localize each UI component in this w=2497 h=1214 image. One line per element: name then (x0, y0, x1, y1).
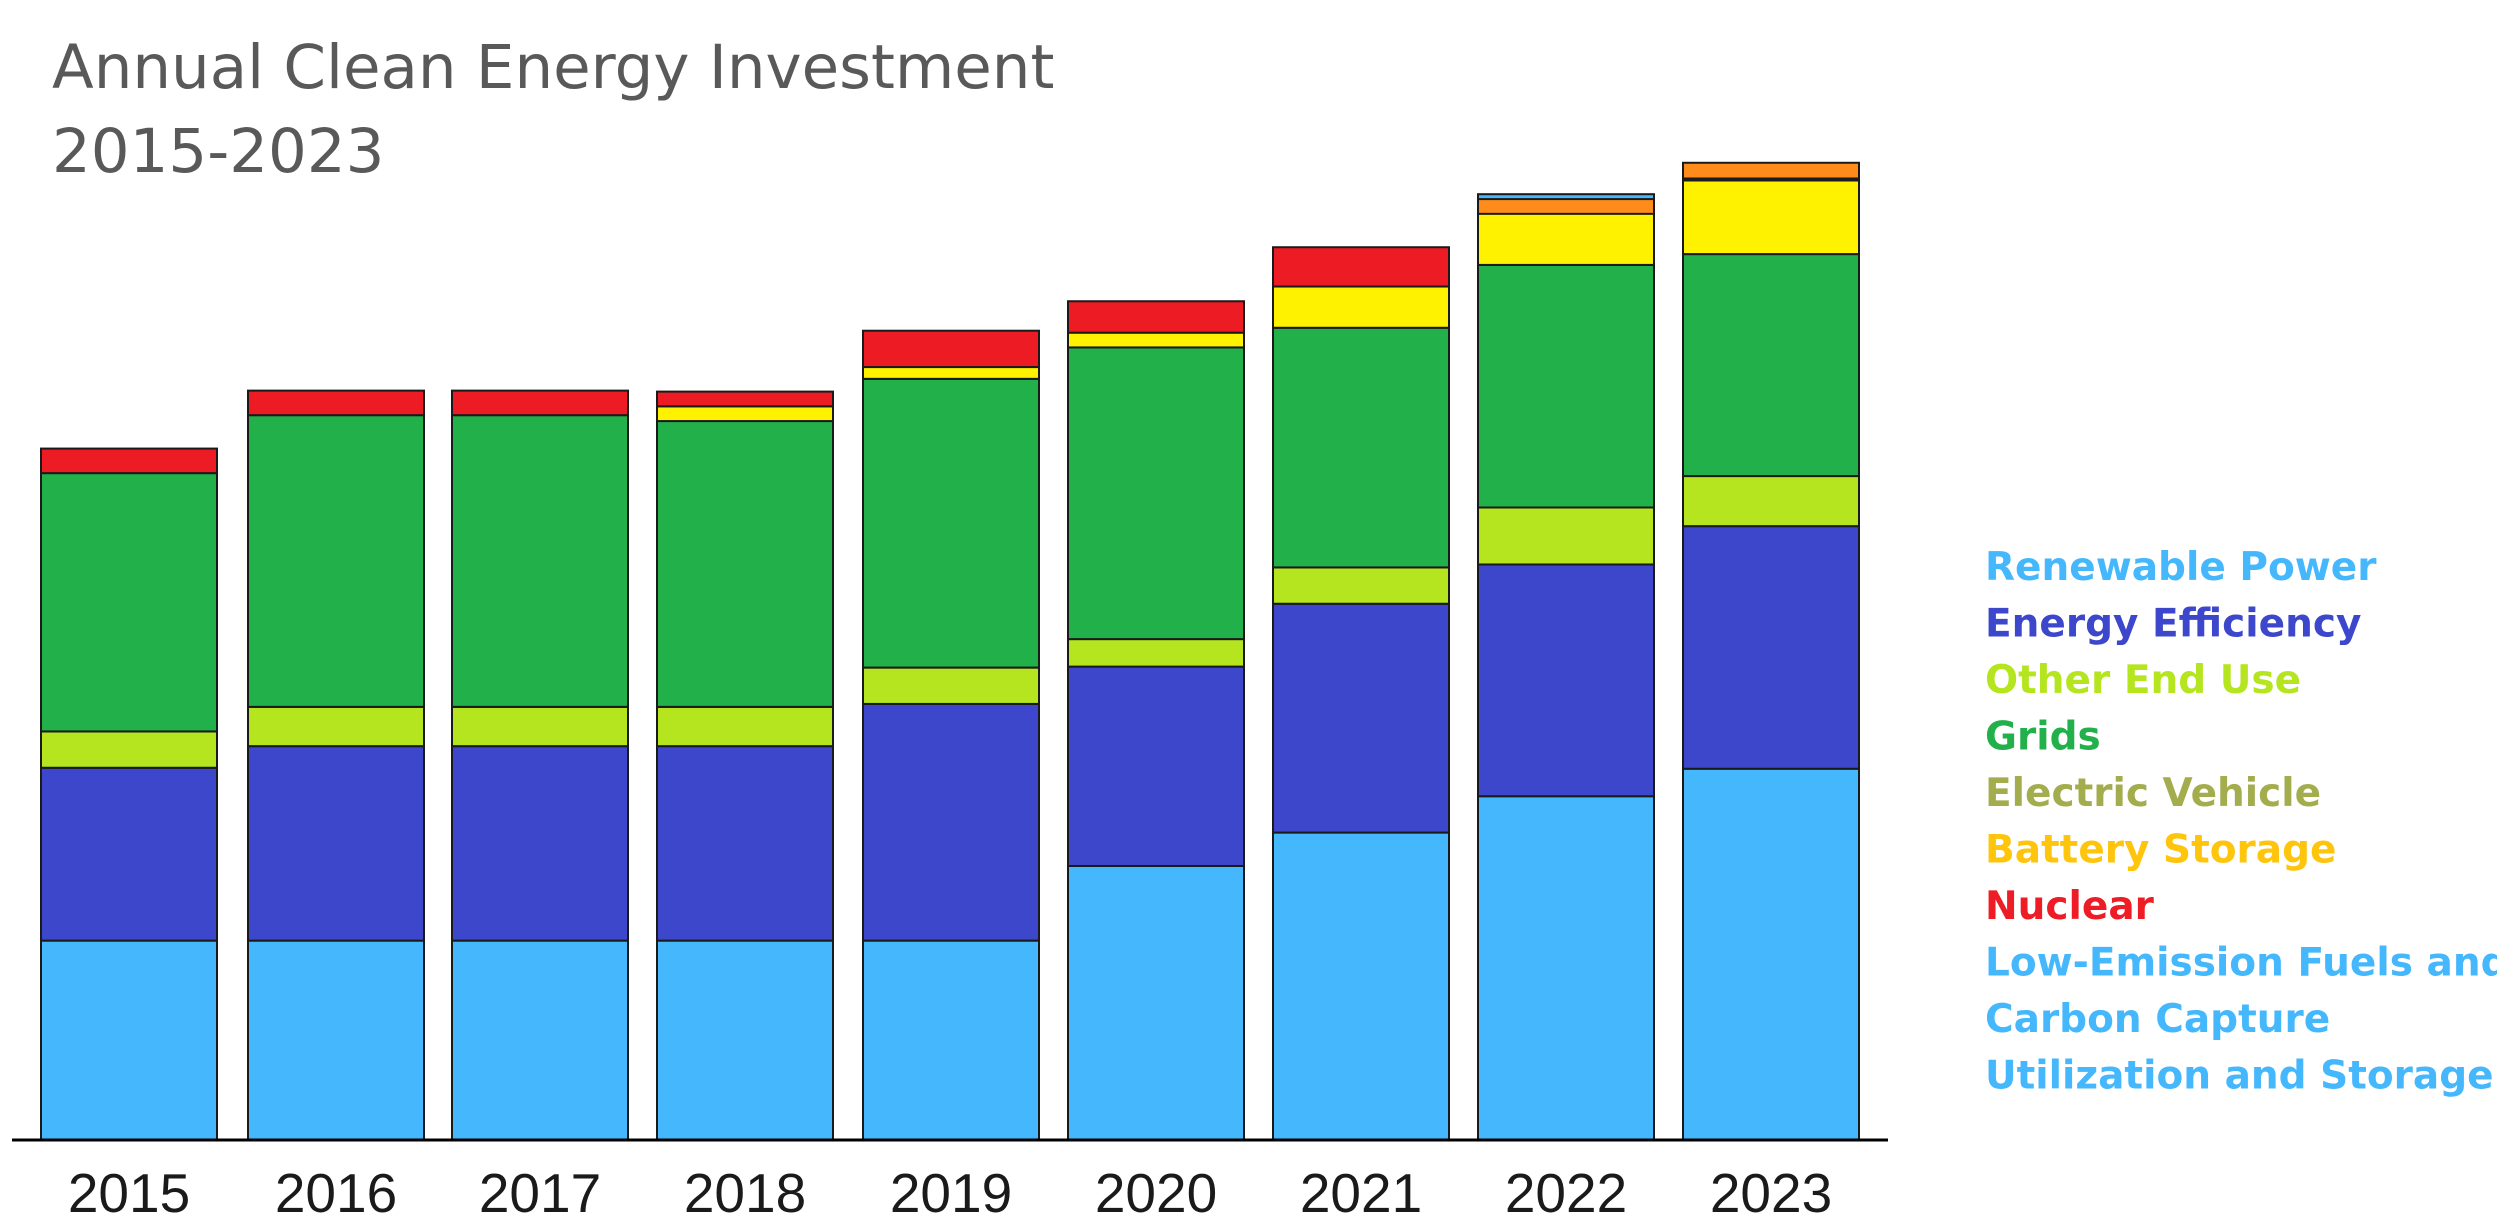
bar-2021-battery-storage (1272, 285, 1450, 329)
x-tick-2017: 2017 (479, 1162, 601, 1214)
legend-item-carbon-capture: Carbon Capture (1985, 997, 2330, 1042)
bar-2018-grids (656, 420, 834, 708)
bar-2016-grids (247, 414, 425, 708)
x-tick-2022: 2022 (1505, 1162, 1627, 1214)
legend-item-energy-efficiency: Energy Efficiency (1985, 602, 2361, 647)
bar-2021-renewable-power (1272, 831, 1450, 1141)
bar-2017-energy-efficiency (451, 745, 629, 942)
legend-item-renewable-power: Renewable Power (1985, 545, 2377, 590)
bar-2022-other-end-use (1477, 506, 1655, 566)
bar-2023-grids (1682, 253, 1860, 478)
x-tick-2015: 2015 (68, 1162, 190, 1214)
bar-2023-energy-efficiency (1682, 525, 1860, 770)
bar-2020-grids (1067, 346, 1245, 641)
bar-2017-other-end-use (451, 705, 629, 748)
bar-2020-battery-storage (1067, 331, 1245, 349)
x-tick-2018: 2018 (684, 1162, 806, 1214)
x-tick-2020: 2020 (1095, 1162, 1217, 1214)
bar-2019-battery-storage (862, 366, 1040, 380)
chart-title-line-2: 2015-2023 (52, 116, 385, 187)
bar-2015-other-end-use (40, 730, 218, 769)
bar-2018-energy-efficiency (656, 745, 834, 942)
x-tick-2021: 2021 (1300, 1162, 1422, 1214)
bar-2018-nuclear (656, 390, 834, 408)
bar-2018-other-end-use (656, 705, 834, 748)
bar-2023-other-end-use (1682, 475, 1860, 528)
legend-item-utilization-and-storage: Utilization and Storage (1985, 1054, 2494, 1099)
legend-item-battery-storage: Battery Storage (1985, 828, 2336, 873)
bar-2021-nuclear (1272, 246, 1450, 288)
chart-title-line-1: Annual Clean Energy Investment (52, 32, 1054, 103)
x-tick-2023: 2023 (1710, 1162, 1832, 1214)
legend-item-low-emission-fuels-and: Low-Emission Fuels and (1985, 941, 2497, 986)
bar-2019-grids (862, 377, 1040, 669)
x-tick-2016: 2016 (275, 1162, 397, 1214)
bar-2019-nuclear (862, 329, 1040, 369)
bar-2015-energy-efficiency (40, 766, 218, 942)
bar-2015-grids (40, 472, 218, 733)
bar-2020-energy-efficiency (1067, 665, 1245, 867)
bar-2019-energy-efficiency (862, 702, 1040, 942)
bar-2020-renewable-power (1067, 864, 1245, 1141)
bar-2021-grids (1272, 326, 1450, 569)
legend: Renewable Power Energy Efficiency Other En… (1985, 545, 2497, 1099)
bar-2021-other-end-use (1272, 566, 1450, 605)
bars-group (40, 161, 1860, 1141)
bar-2018-renewable-power (656, 939, 834, 1141)
bar-2018-battery-storage (656, 405, 834, 423)
legend-item-grids: Grids (1985, 715, 2101, 760)
bar-2021-energy-efficiency (1272, 602, 1450, 834)
legend-item-electric-vehicle: Electric Vehicle (1985, 771, 2321, 816)
bar-2016-nuclear (247, 389, 425, 417)
bar-2017-nuclear (451, 389, 629, 417)
bar-2019-renewable-power (862, 939, 1040, 1141)
legend-item-other-end-use: Other End Use (1985, 658, 2301, 703)
bar-2023-battery-storage (1682, 179, 1860, 256)
bar-2019-other-end-use (862, 666, 1040, 705)
bar-2016-other-end-use (247, 705, 425, 748)
bar-2023-orange-mark (1682, 161, 1860, 180)
bar-2015-nuclear (40, 447, 218, 475)
legend-item-nuclear: Nuclear (1985, 884, 2155, 929)
bar-2023-renewable-power (1682, 767, 1860, 1141)
bar-2016-energy-efficiency (247, 745, 425, 942)
bar-2022-orange-mark (1477, 198, 1655, 215)
bar-2017-renewable-power (451, 939, 629, 1141)
bar-2022-grids (1477, 263, 1655, 509)
bar-2016-renewable-power (247, 939, 425, 1141)
bar-2020-nuclear (1067, 300, 1245, 334)
bar-2022-renewable-power (1477, 795, 1655, 1141)
x-tick-labels: 2015 2016 2017 2018 2019 2020 2021 2022 2023 (68, 1162, 1832, 1214)
x-tick-2019: 2019 (890, 1162, 1012, 1214)
bar-2015-renewable-power (40, 939, 218, 1141)
bar-2020-other-end-use (1067, 638, 1245, 668)
bar-2022-energy-efficiency (1477, 563, 1655, 798)
bar-2017-grids (451, 414, 629, 708)
